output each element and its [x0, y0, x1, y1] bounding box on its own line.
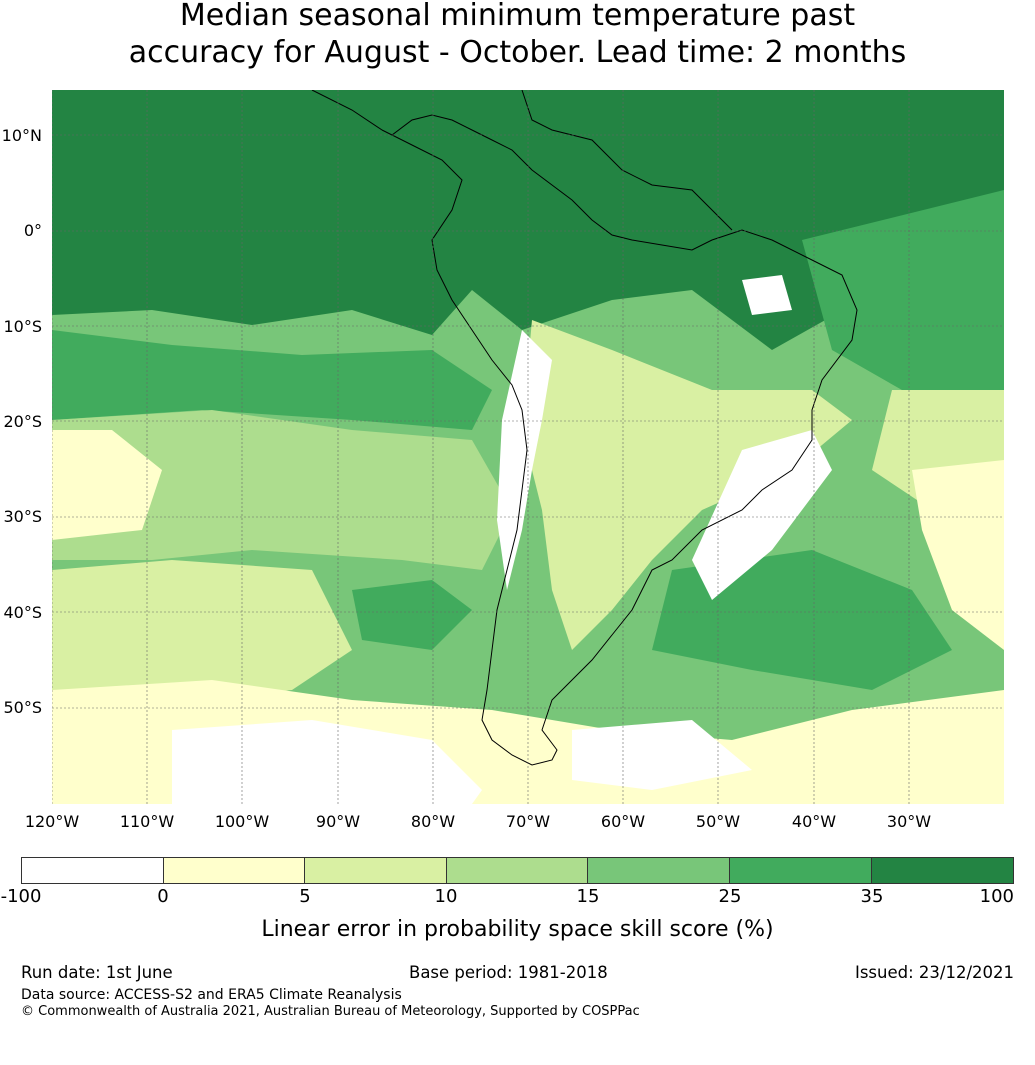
- low-skill-region-subtropics: [52, 410, 512, 570]
- longitude-label: 110°W: [119, 812, 175, 831]
- longitude-label: 120°W: [24, 812, 80, 831]
- run-date: Run date: 1st June: [21, 963, 173, 982]
- negative-skill-region-south: [172, 720, 482, 804]
- colorbar-segment: [22, 858, 164, 883]
- graticule-lines: [52, 90, 1004, 804]
- colorbar-tick-label: 100: [979, 886, 1014, 907]
- negative-skill-region-andes: [497, 330, 552, 590]
- colorbar: [21, 857, 1014, 884]
- colorbar-tick-label: 15: [576, 886, 600, 907]
- latitude-label: 50°S: [3, 698, 42, 717]
- colorbar-tick-label: 5: [299, 886, 311, 907]
- low-skill-region-south: [52, 560, 352, 700]
- longitude-label: 30°W: [886, 812, 932, 831]
- data-source: Data source: ACCESS-S2 and ERA5 Climate …: [21, 987, 402, 1003]
- latitude-label: 20°S: [3, 412, 42, 431]
- negative-skill-region-atlantic: [692, 430, 832, 600]
- colorbar-segment: [163, 858, 306, 883]
- colorbar-tick-label: 0: [157, 886, 169, 907]
- longitude-label: 90°W: [315, 812, 361, 831]
- colorbar-tick-label: 35: [860, 886, 884, 907]
- longitude-label: 70°W: [505, 812, 551, 831]
- colorbar-tick-label: -100: [0, 886, 42, 907]
- latitude-label: 10°S: [3, 317, 42, 336]
- base-period: Base period: 1981-2018: [409, 963, 608, 982]
- copyright-notice: © Commonwealth of Australia 2021, Austra…: [21, 1004, 640, 1019]
- colorbar-tick-label: 10: [434, 886, 458, 907]
- medium-skill-region-east-atlantic: [802, 190, 1004, 400]
- minimal-skill-region-southeast: [912, 460, 1004, 650]
- medium-skill-region-pacific: [52, 330, 492, 430]
- negative-skill-region-brazil: [742, 275, 792, 315]
- longitude-label: 80°W: [410, 812, 456, 831]
- colorbar-label: Linear error in probability space skill …: [261, 917, 774, 942]
- colorbar-segment: [446, 858, 589, 883]
- colorbar-segment: [588, 858, 731, 883]
- latitude-label: 40°S: [3, 603, 42, 622]
- longitude-label: 50°W: [695, 812, 741, 831]
- low-skill-region-interior: [522, 320, 852, 650]
- colorbar-tick-label: 25: [718, 886, 742, 907]
- negative-skill-region-south-atlantic: [572, 720, 752, 790]
- colorbar-segment: [871, 858, 1013, 883]
- latitude-label: 10°N: [1, 126, 42, 145]
- colorbar-segment: [305, 858, 447, 883]
- longitude-label: 60°W: [600, 812, 646, 831]
- medium-skill-region-south-pacific: [352, 580, 472, 650]
- latitude-label: 0°: [23, 221, 42, 240]
- longitude-label: 100°W: [214, 812, 270, 831]
- skill-score-map: [52, 90, 1004, 804]
- longitude-label: 40°W: [791, 812, 837, 831]
- minimal-skill-region-pacific: [52, 430, 162, 540]
- south-america-coastline: [311, 90, 858, 766]
- map-title-line-1: Median seasonal minimum temperature past: [179, 0, 856, 33]
- map-title-line-2: accuracy for August - October. Lead time…: [128, 35, 907, 70]
- latitude-label: 30°S: [3, 507, 42, 526]
- issued-date: Issued: 23/12/2021: [854, 963, 1014, 982]
- colorbar-segment: [730, 858, 872, 883]
